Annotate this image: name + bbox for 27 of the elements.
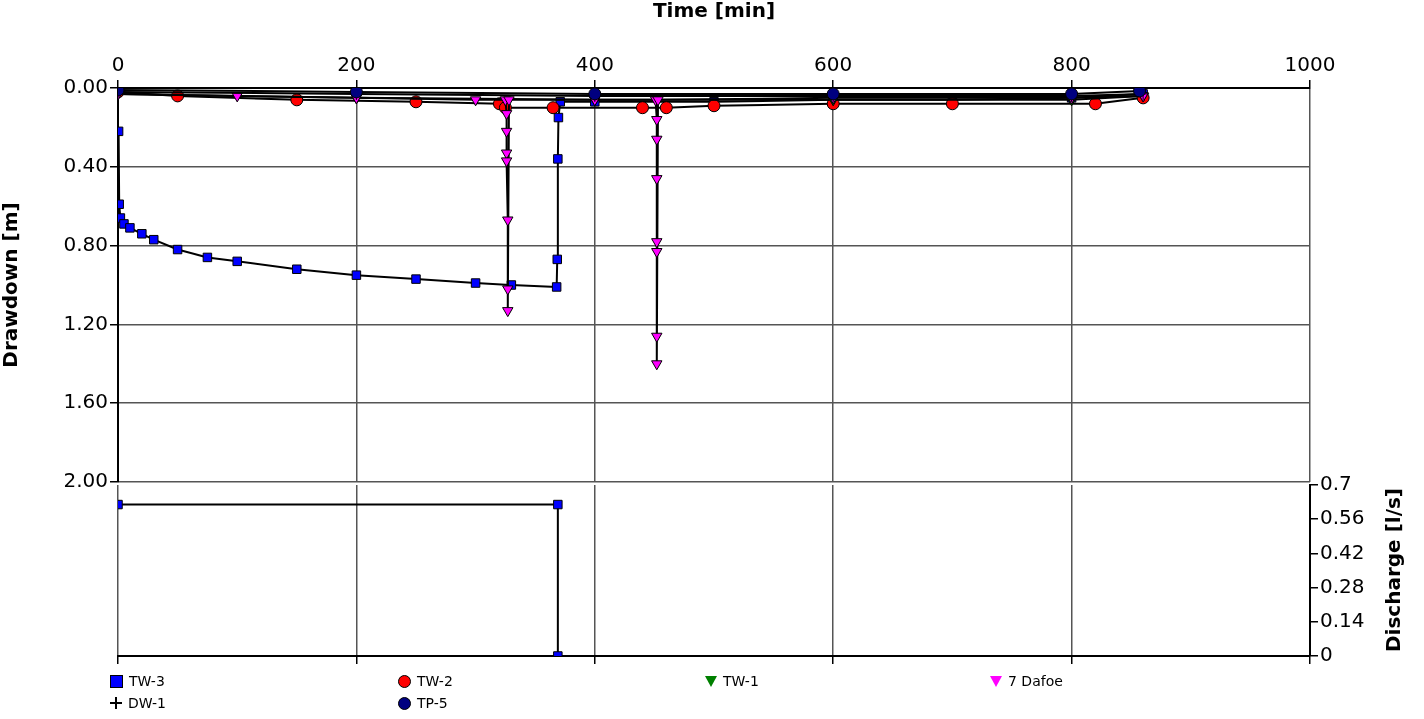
y-tick-label: 0.00 (63, 74, 108, 99)
x-tick-label: 200 (337, 52, 376, 77)
x-tick-label: 600 (814, 52, 853, 77)
y-tick-label: 2.00 (63, 468, 108, 493)
y-axis-title: Discharge [l/s] (1381, 487, 1406, 653)
y-tick-label: 1.20 (63, 310, 108, 335)
x-tick-label: 400 (575, 52, 614, 77)
y-tick-label: 0.80 (63, 231, 108, 256)
y-tick-label: 0 (1320, 642, 1333, 667)
y-axis-title: Drawdown [m] (0, 202, 23, 368)
legend-label: DW-1 (128, 695, 167, 711)
legend-label: TW-3 (129, 673, 165, 689)
legend-label: TW-1 (723, 673, 759, 689)
y-tick-label: 0.56 (1320, 505, 1365, 530)
x-tick-label: 1000 (1284, 52, 1336, 77)
y-tick-label: 1.60 (63, 389, 108, 414)
legend-label: TW-2 (417, 673, 453, 689)
y-tick-label: 0.42 (1320, 539, 1365, 564)
y-tick-label: 0.14 (1320, 608, 1365, 632)
y-tick-label: 0.28 (1320, 573, 1365, 598)
x-tick-label: 800 (1052, 52, 1091, 77)
legend-label: TP-5 (417, 695, 448, 711)
y-tick-label: 0.40 (63, 153, 108, 177)
x-tick-label: 0 (111, 52, 125, 77)
y-tick-label: 0.7 (1320, 471, 1352, 496)
legend-label: 7 Dafoe (1008, 673, 1063, 689)
x-axis-title: Time [min] (652, 0, 776, 23)
